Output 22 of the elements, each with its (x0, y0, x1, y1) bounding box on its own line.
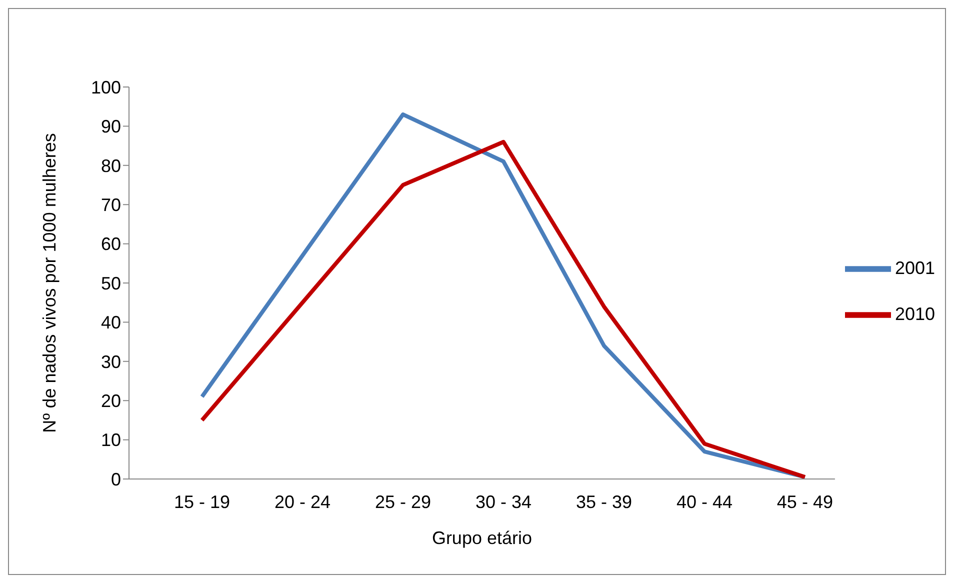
x-tick-label: 15 - 19 (174, 492, 230, 512)
legend-label: 2010 (894, 303, 935, 324)
y-tick-label: 100 (90, 77, 121, 98)
y-tick-label: 40 (100, 312, 121, 333)
legend-label: 2001 (894, 257, 935, 278)
x-tick-label: 20 - 24 (274, 492, 331, 512)
y-tick-label: 30 (100, 352, 121, 372)
y-tick-label: 60 (100, 234, 121, 254)
y-tick-label: 0 (110, 469, 121, 490)
y-axis-title: Nº de nados vivos por 1000 mulheres (39, 133, 60, 433)
y-tick-label: 90 (100, 116, 121, 137)
y-tick-label: 50 (100, 273, 121, 294)
x-tick-label: 35 - 39 (576, 492, 632, 512)
x-tick-label: 30 - 34 (475, 492, 532, 512)
y-tick-label: 80 (100, 156, 121, 176)
y-tick-label: 10 (100, 430, 121, 450)
x-tick-label: 40 - 44 (676, 492, 732, 512)
x-axis-title: Grupo etário (432, 528, 532, 548)
x-tick-label: 25 - 29 (374, 492, 432, 512)
x-tick-label: 45 - 49 (776, 492, 833, 512)
y-tick-label: 70 (100, 194, 121, 215)
y-tick-label: 20 (100, 390, 121, 411)
